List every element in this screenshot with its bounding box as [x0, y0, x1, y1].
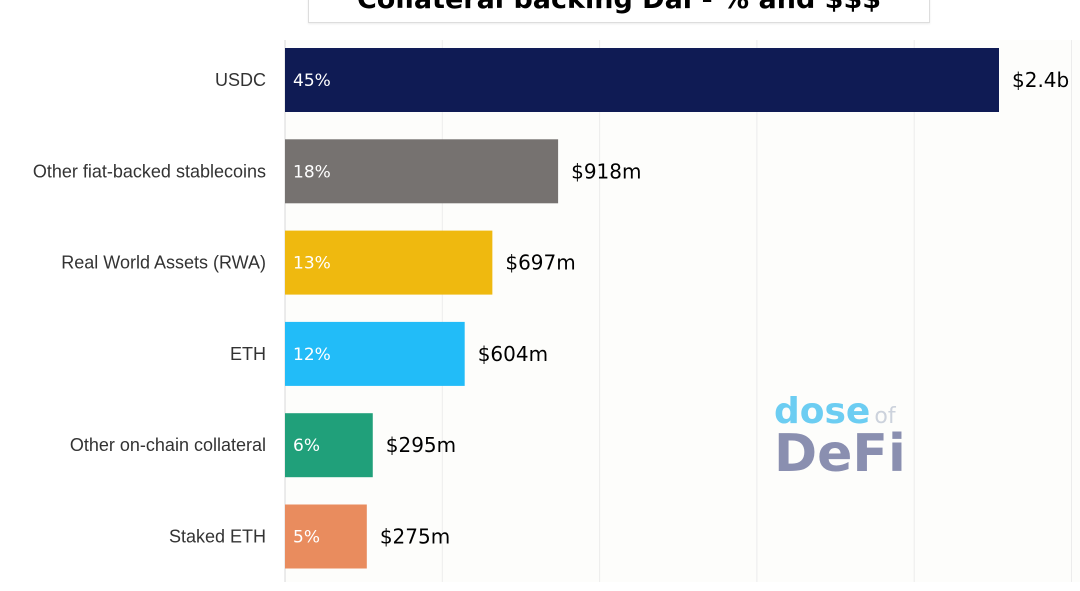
category-label: ETH: [230, 344, 266, 364]
percent-label: 13%: [293, 254, 331, 274]
category-label: Other on-chain collateral: [70, 435, 266, 455]
category-label: Staked ETH: [169, 527, 266, 547]
percent-label: 45%: [293, 71, 331, 91]
plot-area: [285, 40, 1080, 582]
logo-dose: dose: [774, 391, 871, 432]
chart-title: Collateral backing Dai - % and $$$: [357, 0, 881, 15]
bar: [285, 413, 373, 478]
bar: [285, 504, 367, 569]
category-label: Other fiat-backed stablecoins: [33, 161, 266, 181]
dose-of-defi-logo: dose of DeFi: [774, 391, 906, 484]
percent-label: 18%: [293, 162, 331, 182]
percent-label: 5%: [293, 528, 320, 548]
value-label: $918m: [571, 159, 641, 183]
value-label: $604m: [478, 342, 548, 366]
bar: [285, 139, 559, 204]
percent-label: 6%: [293, 436, 320, 456]
bar: [285, 321, 465, 386]
value-label: $697m: [505, 251, 575, 275]
logo-of: of: [874, 404, 896, 429]
percent-label: 12%: [293, 345, 331, 365]
value-label: $295m: [386, 433, 456, 457]
bar: [285, 48, 999, 112]
bar: [285, 230, 493, 295]
value-label: $2.4b: [1012, 68, 1069, 92]
value-label: $275m: [380, 525, 450, 549]
category-label: Real World Assets (RWA): [61, 253, 266, 273]
chart-title-box: Collateral backing Dai - % and $$$: [308, 0, 930, 23]
logo-defi: DeFi: [774, 424, 906, 484]
category-label: USDC: [215, 70, 266, 90]
